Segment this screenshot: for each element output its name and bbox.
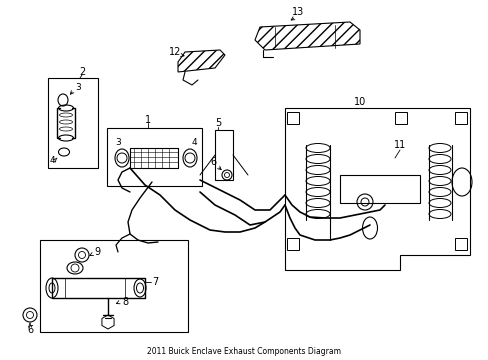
Bar <box>286 112 298 124</box>
Text: 3: 3 <box>75 82 81 91</box>
Text: 6: 6 <box>209 157 216 167</box>
Bar <box>394 112 406 124</box>
Text: 9: 9 <box>94 247 100 257</box>
Bar <box>454 238 466 250</box>
Text: 5: 5 <box>214 118 221 128</box>
Text: 7: 7 <box>152 277 158 287</box>
Text: 12: 12 <box>168 47 181 57</box>
Bar <box>286 238 298 250</box>
Text: 2011 Buick Enclave Exhaust Components Diagram: 2011 Buick Enclave Exhaust Components Di… <box>147 347 340 356</box>
Text: 4: 4 <box>191 138 196 147</box>
Bar <box>215 130 232 180</box>
Bar <box>40 240 187 332</box>
Bar <box>454 112 466 124</box>
Text: 4: 4 <box>49 156 55 165</box>
Text: 10: 10 <box>353 97 366 107</box>
Bar <box>48 78 98 168</box>
Text: 8: 8 <box>122 297 128 307</box>
Text: 1: 1 <box>144 115 151 125</box>
Text: 2: 2 <box>79 67 85 77</box>
Text: 6: 6 <box>27 325 33 335</box>
Text: 13: 13 <box>291 7 304 17</box>
Bar <box>339 175 419 203</box>
Bar <box>107 128 202 186</box>
Text: 3: 3 <box>115 138 121 147</box>
Text: 11: 11 <box>393 140 406 150</box>
